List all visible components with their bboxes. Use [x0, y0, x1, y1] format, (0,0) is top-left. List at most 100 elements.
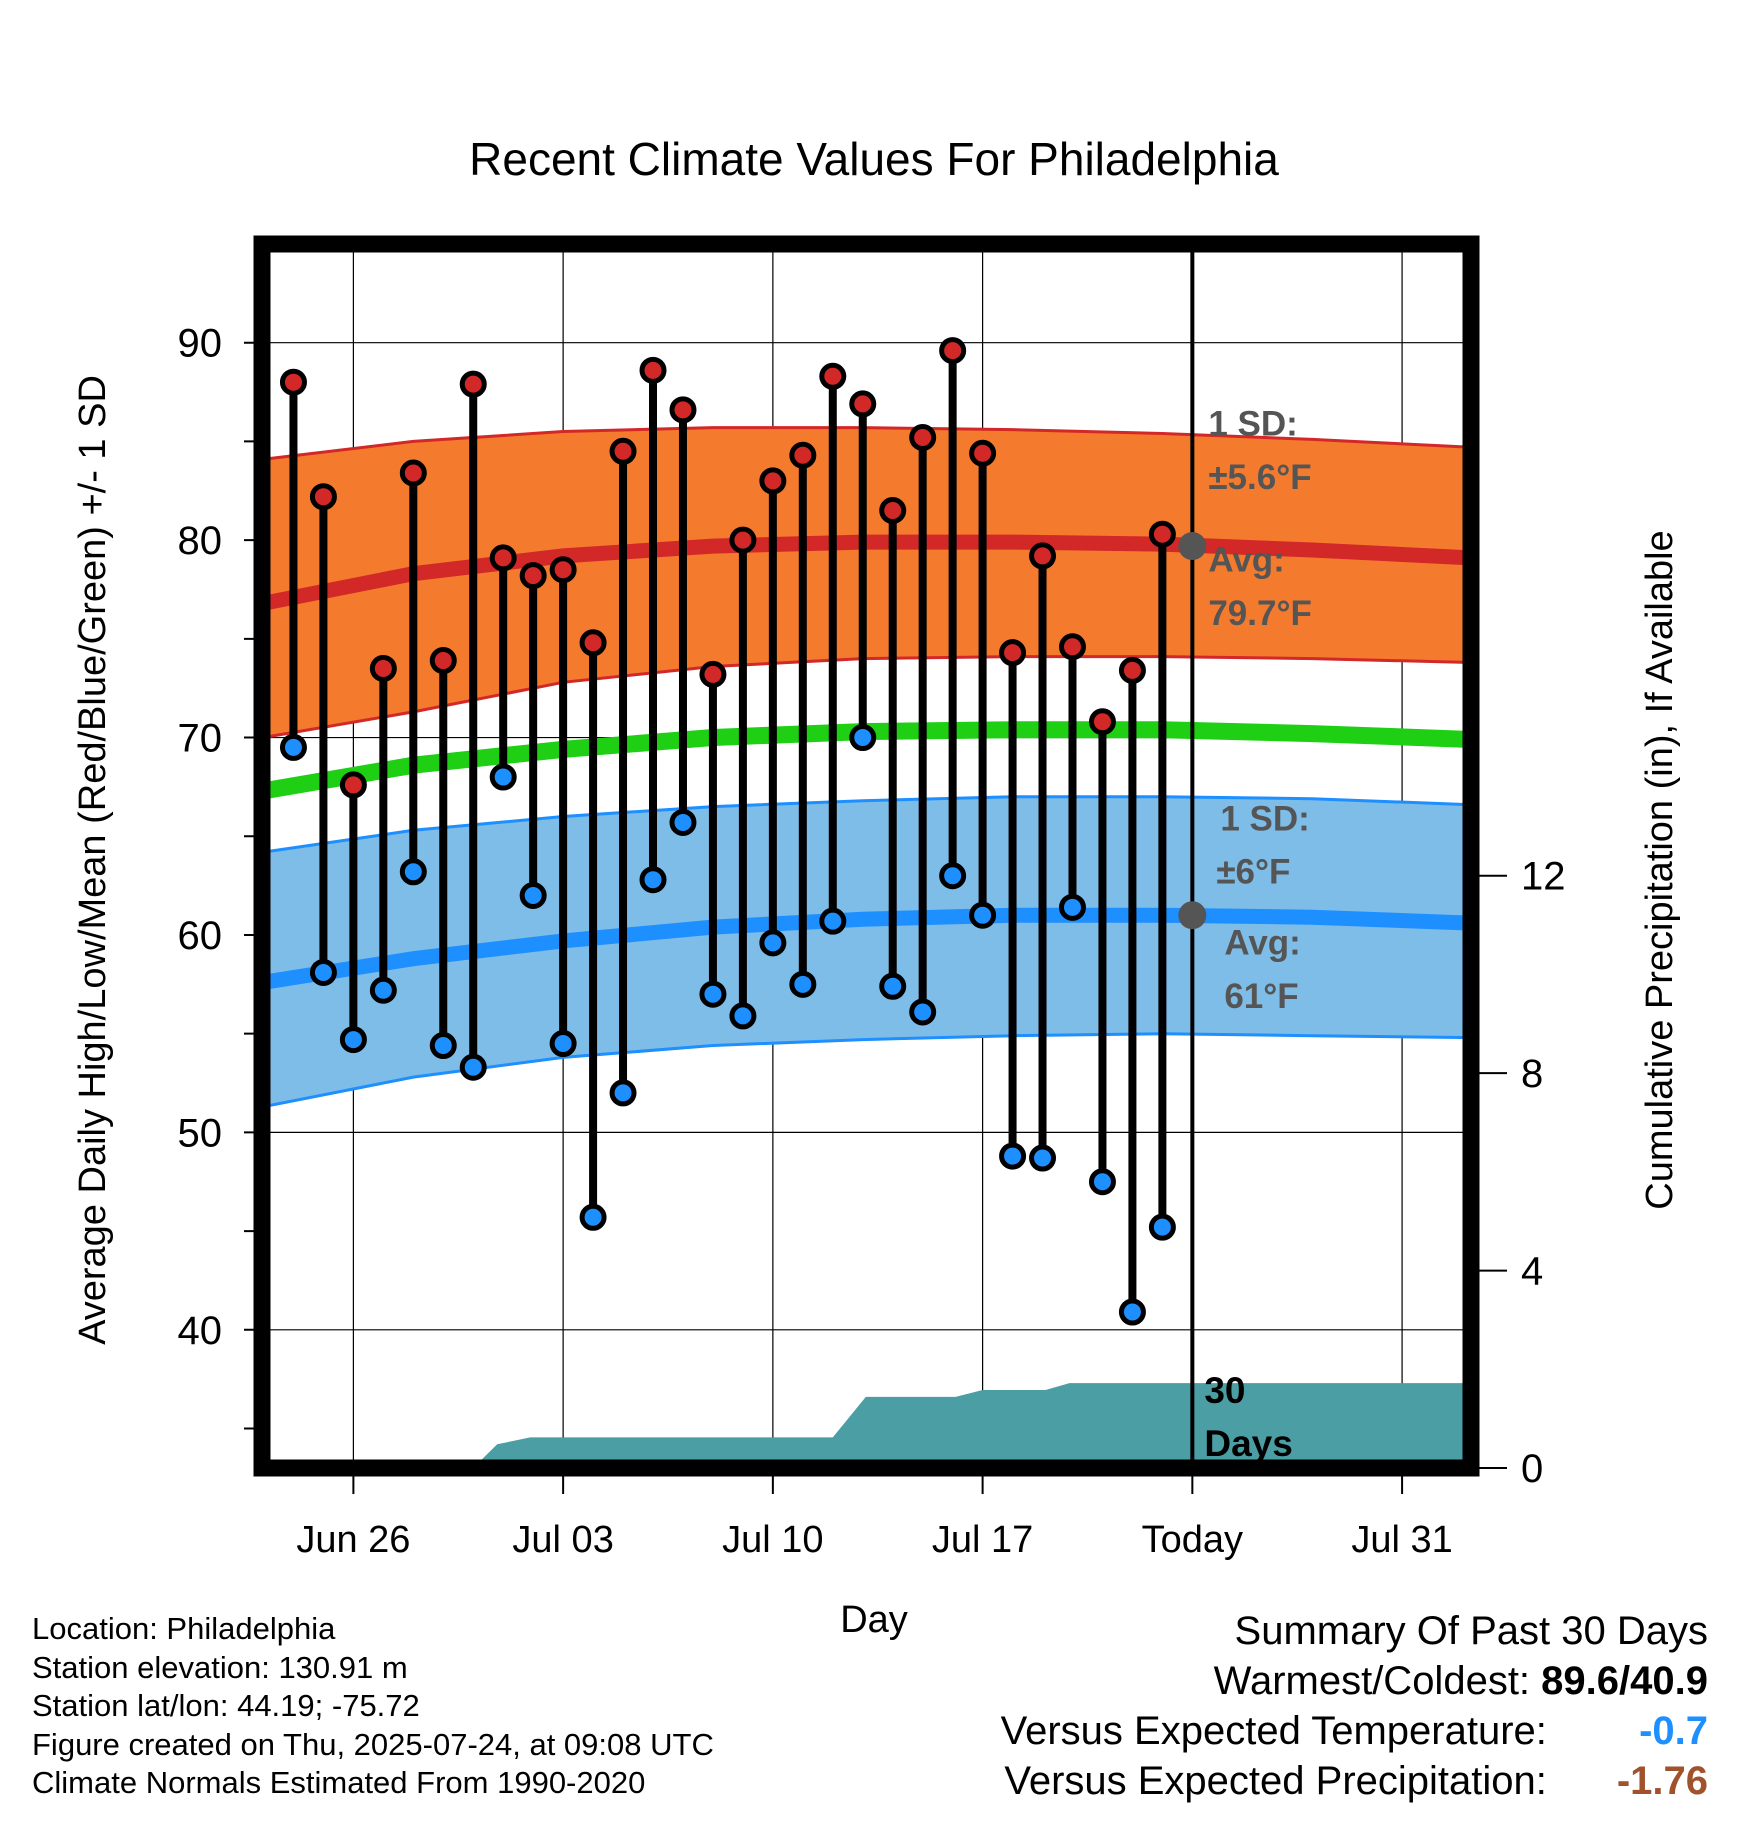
- low-temp-point: [969, 901, 997, 929]
- high-temp-point: [369, 654, 397, 682]
- low-temp-point: [669, 808, 697, 836]
- high-temp-point: [639, 356, 667, 384]
- y2-tick-label: 4: [1521, 1250, 1543, 1294]
- summary-temp-row: Versus Expected Temperature: -0.7: [1001, 1706, 1708, 1756]
- normals-text: Climate Normals Estimated From 1990-2020: [32, 1765, 646, 1800]
- summary-precip-row: Versus Expected Precipitation: -1.76: [1001, 1756, 1708, 1806]
- x-axis-label: Day: [840, 1599, 908, 1641]
- y2-tick-label: 8: [1521, 1052, 1543, 1096]
- low-temp-point: [849, 724, 877, 752]
- y-axis-label: Average Daily High/Low/Mean (Red/Blue/Gr…: [72, 375, 114, 1345]
- low-temp-point: [699, 980, 727, 1008]
- high-temp-point: [849, 390, 877, 418]
- x-tick-label: Jul 17: [932, 1519, 1033, 1561]
- high-temp-point: [669, 396, 697, 424]
- low-temp-point: [339, 1026, 367, 1054]
- low-temp-point: [279, 733, 307, 761]
- low-temp-point: [759, 929, 787, 957]
- high-temp-point: [519, 562, 547, 590]
- high-temp-point: [699, 660, 727, 688]
- y2-tick-label: 12: [1521, 855, 1566, 899]
- y-tick-label: 60: [178, 914, 223, 958]
- low-temp-point: [609, 1079, 637, 1107]
- low-sd-label-line2: ±6°F: [1216, 853, 1290, 892]
- summary-warm-cold-row: Warmest/Coldest: 89.6/40.9: [1001, 1656, 1708, 1706]
- precip-value: -1.76: [1616, 1759, 1708, 1803]
- created-text: Figure created on Thu, 2025-07-24, at 09…: [32, 1726, 714, 1762]
- high-temp-point: [729, 526, 757, 554]
- high-temp-point: [429, 647, 457, 675]
- low-temp-point: [489, 763, 517, 791]
- high-temp-point: [399, 459, 427, 487]
- high-temp-point: [789, 441, 817, 469]
- warm-cold-label: Warmest/Coldest:: [1213, 1659, 1531, 1703]
- high-temp-point: [1029, 542, 1057, 570]
- warm-cold-value: 89.6/40.9: [1541, 1659, 1708, 1703]
- high-temp-point: [1148, 520, 1176, 548]
- temp-value: -0.7: [1639, 1709, 1708, 1753]
- x-tick-label: Jul 10: [722, 1519, 823, 1561]
- low-avg-label-line2: 61°F: [1224, 977, 1298, 1016]
- low-sd-upper-line: [263, 795, 1471, 854]
- plot-inner: 1 SD: ±5.6°F Avg: 79.7°F 1 SD: ±6°F Avg: 61°F 30…: [262, 244, 1471, 1468]
- high-temp-point: [969, 439, 997, 467]
- y-tick-label: 50: [178, 1111, 223, 1155]
- low-temp-point: [1029, 1144, 1057, 1172]
- high-temp-point: [1058, 633, 1086, 661]
- low-temp-point: [579, 1203, 607, 1231]
- high-temp-point: [759, 467, 787, 495]
- low-temp-point: [549, 1030, 577, 1058]
- high-temp-point: [1118, 656, 1146, 684]
- high-temp-point: [999, 639, 1027, 667]
- high-sd-label-line1: 1 SD:: [1208, 404, 1297, 443]
- high-sd-label-line2: ±5.6°F: [1208, 458, 1311, 497]
- low-temp-point: [1058, 893, 1086, 921]
- x-tick-label: Jul 31: [1351, 1519, 1452, 1561]
- high-temp-point: [309, 483, 337, 511]
- high-temp-point: [489, 544, 517, 572]
- precipitation-area: [263, 1383, 1471, 1468]
- x-tick-label: Today: [1142, 1519, 1243, 1561]
- low-average-line: [262, 907, 1471, 990]
- high-temp-point: [819, 362, 847, 390]
- low-temp-point: [999, 1142, 1027, 1170]
- low-temp-point: [459, 1053, 487, 1081]
- plot-area: 1 SD: ±5.6°F Avg: 79.7°F 1 SD: ±6°F Avg: 61°F 30…: [178, 235, 1566, 1561]
- y2-tick-label: 0: [1521, 1447, 1543, 1491]
- high-temp-point: [609, 437, 637, 465]
- days-label-line1: 30: [1204, 1370, 1245, 1411]
- days-label-line2: Days: [1204, 1423, 1292, 1464]
- high-temp-point: [549, 556, 577, 584]
- temp-label: Versus Expected Temperature:: [1000, 1709, 1547, 1753]
- low-temp-point: [429, 1032, 457, 1060]
- y-tick-label: 40: [178, 1309, 223, 1353]
- x-tick-label: Jun 26: [296, 1519, 410, 1561]
- elevation-text: Station elevation: 130.91 m: [32, 1649, 408, 1685]
- y-tick-label: 90: [178, 322, 223, 366]
- precip-label: Versus Expected Precipitation:: [1004, 1759, 1547, 1803]
- high-avg-label-line1: Avg:: [1208, 541, 1284, 580]
- latlon-text: Station lat/lon: 44.19; -75.72: [32, 1688, 420, 1723]
- low-temp-point: [729, 1002, 757, 1030]
- station-metadata: Location: Philadelphia Station elevation…: [32, 1610, 714, 1803]
- summary-panel: Summary Of Past 30 Days Warmest/Coldest:…: [1001, 1606, 1708, 1806]
- low-temp-point: [909, 998, 937, 1026]
- low-temp-point: [1148, 1213, 1176, 1241]
- high-temp-point: [879, 497, 907, 525]
- high-avg-label-line2: 79.7°F: [1208, 594, 1312, 633]
- location-text: Location: Philadelphia: [32, 1611, 336, 1646]
- low-temp-point: [369, 976, 397, 1004]
- high-temp-point: [579, 629, 607, 657]
- high-temp-point: [459, 370, 487, 398]
- y2-axis-label: Cumulative Precipitation (in), If Availa…: [1639, 530, 1681, 1209]
- chart-title: Recent Climate Values For Philadelphia: [469, 133, 1279, 185]
- today-low-avg-marker: [1178, 901, 1207, 930]
- plot-frame: [253, 235, 1480, 1477]
- low-temp-point: [939, 862, 967, 890]
- low-temp-point: [879, 972, 907, 1000]
- high-temp-point: [339, 771, 367, 799]
- today-high-avg-marker: [1178, 532, 1207, 561]
- y-tick-label: 70: [178, 717, 223, 761]
- high-temp-point: [939, 337, 967, 365]
